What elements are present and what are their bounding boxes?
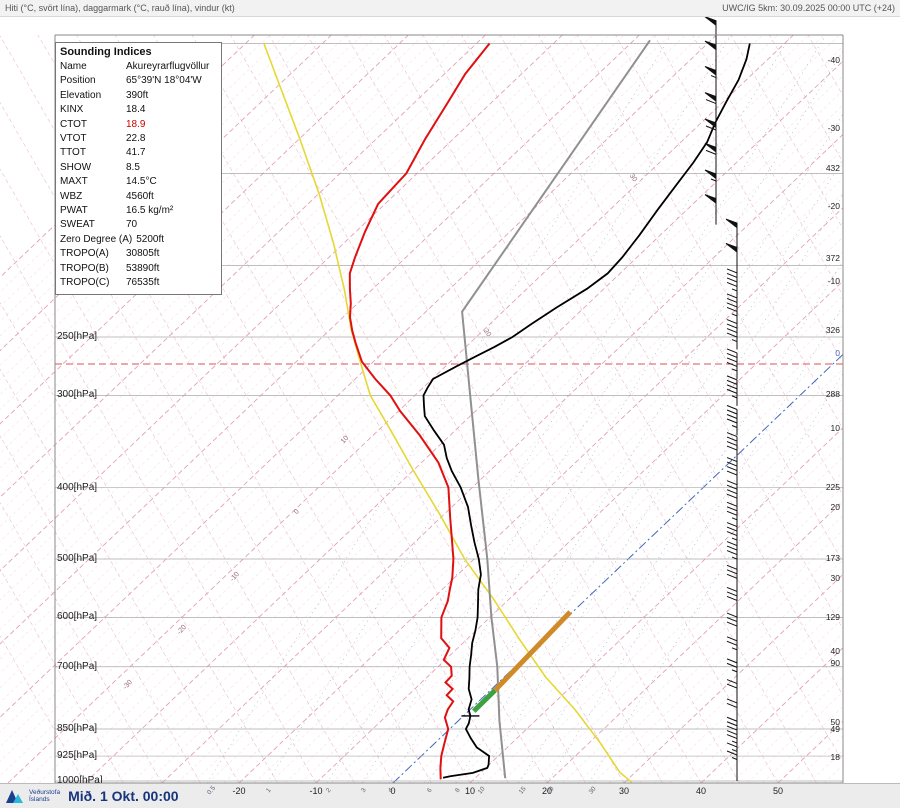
index-value: Akureyrarflugvöllur bbox=[126, 61, 210, 72]
index-row: VTOT 22.8 bbox=[56, 132, 221, 146]
index-label: Zero Degree (A) bbox=[60, 233, 133, 245]
index-value: 16.5 kg/m² bbox=[126, 205, 174, 217]
index-row: Name Akureyrarflugvöllur bbox=[56, 60, 221, 74]
parcel-curve bbox=[461, 39, 651, 779]
index-row: SHOW 8.5 bbox=[56, 161, 221, 175]
footer-bar: Veðurstofa Íslands Mið. 1 Okt. 00:00 bbox=[0, 783, 900, 808]
index-value: 76535ft bbox=[126, 277, 160, 289]
index-label: KINX bbox=[60, 104, 84, 116]
grid-lines bbox=[0, 35, 843, 783]
index-value: 70 bbox=[126, 219, 138, 231]
temperature-curve bbox=[422, 43, 751, 779]
indices-title: Sounding Indices bbox=[60, 46, 152, 58]
index-label: CTOT bbox=[60, 118, 88, 130]
index-row: TROPO(C) 76535ft bbox=[56, 276, 221, 290]
index-row: MAXT 14.5°C bbox=[56, 175, 221, 189]
index-row: WBZ 4560ft bbox=[56, 190, 221, 204]
logo-text-line2: Íslands bbox=[29, 796, 50, 803]
header-right-text: UWC/IG 5km: 30.09.2025 00:00 UTC (+24) bbox=[722, 3, 895, 13]
dewpoint-curve bbox=[348, 42, 491, 780]
index-label: VTOT bbox=[60, 133, 87, 145]
index-label: PWAT bbox=[60, 205, 88, 217]
cape-band-green bbox=[472, 688, 497, 713]
index-row: Zero Degree (A) 5200ft bbox=[56, 233, 221, 247]
index-value: 14.5°C bbox=[126, 176, 157, 188]
index-row: SWEAT 70 bbox=[56, 218, 221, 232]
index-row: TROPO(B) 53890ft bbox=[56, 262, 221, 276]
index-value: 41.7 bbox=[126, 147, 146, 159]
cape-band-orange bbox=[493, 610, 573, 692]
sounding-curves bbox=[263, 39, 751, 783]
index-label: Name bbox=[60, 61, 87, 72]
index-value: 18.9 bbox=[126, 118, 146, 130]
index-value: 18.4 bbox=[126, 104, 146, 116]
index-row: Elevation 390ft bbox=[56, 89, 221, 103]
index-label: Position bbox=[60, 75, 96, 87]
index-row: PWAT 16.5 kg/m² bbox=[56, 204, 221, 218]
index-row: CTOT 18.9 bbox=[56, 118, 221, 132]
index-value: 390ft bbox=[126, 89, 149, 101]
timestep-label: Mið. 1 Okt. 00:00 bbox=[68, 788, 179, 804]
index-label: TROPO(A) bbox=[60, 248, 109, 260]
indices-rows: Name Akureyrarflugvöllur Position 65°39'N 1… bbox=[56, 60, 221, 291]
logo-text-line1: Veðurstofa bbox=[29, 788, 61, 796]
index-label: Elevation bbox=[60, 89, 102, 101]
header-left-text: Hiti (°C, svört lína), daggarmark (°C, r… bbox=[5, 3, 235, 13]
aux-curve-yellow bbox=[263, 43, 633, 783]
index-label: SHOW bbox=[60, 161, 92, 173]
index-value: 53890ft bbox=[126, 262, 160, 274]
index-label: MAXT bbox=[60, 176, 88, 188]
sounding-indices-panel: Sounding Indices Name Akureyrarflugvöllur… bbox=[55, 42, 222, 295]
vedurstofa-logo-icon bbox=[6, 790, 23, 803]
index-label: SWEAT bbox=[60, 219, 95, 231]
index-row: TTOT 41.7 bbox=[56, 146, 221, 160]
index-value: 65°39'N 18°04'W bbox=[126, 75, 202, 87]
index-label: TTOT bbox=[60, 147, 86, 159]
index-value: 30805ft bbox=[126, 248, 160, 260]
header-bar: Hiti (°C, svört lína), daggarmark (°C, r… bbox=[0, 0, 900, 17]
index-label: TROPO(B) bbox=[60, 262, 109, 274]
index-row: Position 65°39'N 18°04'W bbox=[56, 74, 221, 88]
index-value: 22.8 bbox=[126, 133, 146, 145]
wind-barbs bbox=[704, 16, 738, 782]
index-value: 4560ft bbox=[126, 190, 154, 202]
index-value: 8.5 bbox=[126, 161, 140, 173]
index-label: WBZ bbox=[60, 190, 83, 202]
logo-text: Veðurstofa Íslands bbox=[29, 789, 60, 804]
index-row: KINX 18.4 bbox=[56, 103, 221, 117]
vedurstofa-logo: Veðurstofa Íslands bbox=[4, 786, 60, 806]
index-value: 5200ft bbox=[136, 233, 165, 245]
index-row: TROPO(A) 30805ft bbox=[56, 247, 221, 261]
index-label: TROPO(C) bbox=[60, 277, 110, 289]
